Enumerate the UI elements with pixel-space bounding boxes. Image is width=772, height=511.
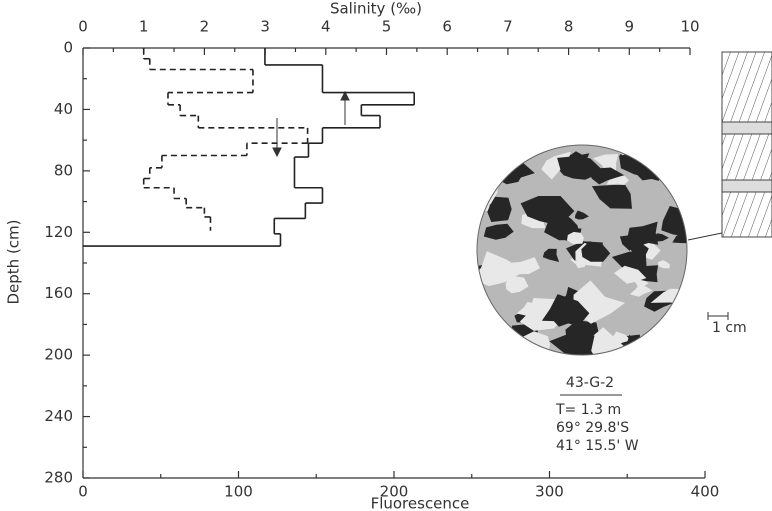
y-tick-label: 40 xyxy=(54,100,73,118)
x-tick-label: 400 xyxy=(691,483,720,501)
y-tick-label: 200 xyxy=(44,346,73,364)
photo-texture xyxy=(614,265,647,284)
x2-tick-label: 4 xyxy=(321,18,331,36)
photo-texture xyxy=(657,260,670,269)
x-axis-title: Fluorescence xyxy=(371,495,470,511)
scale-label: 1 cm xyxy=(712,320,747,336)
photo-texture xyxy=(549,309,577,327)
y-tick-label: 0 xyxy=(63,39,73,57)
photo-texture xyxy=(574,210,589,220)
y-tick-label: 160 xyxy=(44,284,73,302)
photo-texture xyxy=(484,145,512,169)
photo-inset xyxy=(477,145,687,355)
photo-texture xyxy=(627,221,659,245)
photo-texture xyxy=(637,166,656,181)
thickness: T= 1.3 m xyxy=(555,402,621,418)
photo-texture xyxy=(520,196,575,226)
y-tick-label: 120 xyxy=(44,223,73,241)
photo-texture xyxy=(638,145,668,159)
y-tick-label: 240 xyxy=(44,407,73,425)
photo-texture xyxy=(610,331,631,346)
x2-tick-label: 2 xyxy=(200,18,210,36)
scale-bar xyxy=(707,312,729,320)
x2-axis-title: Salinity (‰) xyxy=(330,0,422,18)
x2-tick-label: 6 xyxy=(442,18,452,36)
photo-texture xyxy=(483,223,514,240)
photo-texture xyxy=(631,242,649,256)
photo-texture xyxy=(591,185,632,209)
photo-texture xyxy=(567,231,584,245)
photo-texture xyxy=(585,327,629,355)
photo-texture xyxy=(568,151,588,165)
photo-texture xyxy=(487,196,512,222)
x2-tick-label: 8 xyxy=(564,18,574,36)
sample-id: 43-G-2 xyxy=(566,375,614,391)
photo-texture xyxy=(542,248,560,262)
photo-texture xyxy=(581,241,611,262)
photo-texture xyxy=(477,251,525,287)
photo-outline xyxy=(476,144,688,356)
photo-texture xyxy=(477,174,498,188)
photo-texture xyxy=(629,284,653,297)
y-tick-label: 80 xyxy=(54,161,73,179)
photo-texture xyxy=(549,332,595,355)
x2-tick-label: 7 xyxy=(503,18,513,36)
x-tick-label: 100 xyxy=(224,483,253,501)
arrows xyxy=(272,90,350,158)
x-tick-label: 300 xyxy=(535,483,564,501)
x2-tick-label: 3 xyxy=(260,18,270,36)
core-log xyxy=(687,51,772,241)
x2-tick-label: 5 xyxy=(382,18,392,36)
longitude: 41° 15.5' W xyxy=(556,438,639,454)
x-tick-label: 0 xyxy=(78,483,88,501)
latitude: 69° 29.8'S xyxy=(556,420,629,436)
photo-texture xyxy=(498,145,516,159)
x2-tick-label: 9 xyxy=(625,18,635,36)
photo-texture xyxy=(653,233,669,242)
x-tick-label: 200 xyxy=(380,483,409,501)
photo-texture xyxy=(661,206,687,237)
photo-texture xyxy=(672,232,687,244)
x2-tick-label: 1 xyxy=(139,18,149,36)
photo-texture xyxy=(666,342,682,355)
y-axis-title: Depth (cm) xyxy=(5,219,23,304)
x2-tick-label: 0 xyxy=(78,18,88,36)
photo-texture xyxy=(505,275,529,294)
y-tick-label: 280 xyxy=(44,469,73,487)
photo-texture xyxy=(593,154,619,172)
x2-tick-label: 10 xyxy=(680,18,699,36)
photo-texture xyxy=(588,167,625,185)
